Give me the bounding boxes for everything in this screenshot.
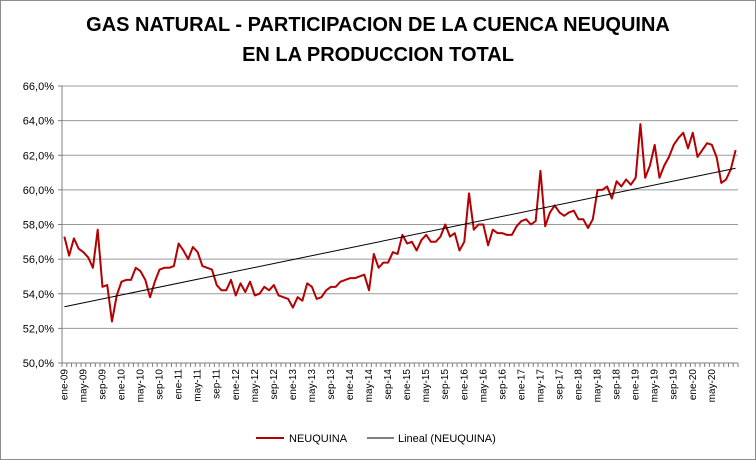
y-tick-label: 58,0% [23, 220, 54, 232]
x-tick-label: may-12 [250, 369, 261, 403]
x-tick-label: may-13 [307, 369, 318, 403]
x-tick-label: ene-13 [288, 369, 299, 401]
x-tick-label: sep-17 [554, 369, 565, 400]
x-tick-label: may-19 [650, 369, 661, 403]
x-tick-label: ene-11 [174, 369, 185, 400]
x-tick-label: sep-12 [269, 369, 280, 400]
x-tick-label: ene-18 [574, 369, 585, 401]
x-tick-label: may-17 [535, 369, 546, 403]
x-tick-label: sep-16 [497, 369, 508, 400]
x-tick-label: sep-09 [97, 369, 108, 400]
x-axis-tick-labels: ene-09 may-09 sep-09 ene-10 may-10 sep-10 ene-… [59, 369, 717, 403]
x-tick-label: may-10 [136, 369, 147, 403]
x-tick-label: ene-20 [688, 369, 699, 401]
x-tick-label: sep-11 [212, 369, 223, 399]
x-tick-label: sep-10 [155, 369, 166, 400]
series-line-neuquina [63, 123, 737, 323]
x-tick-label: may-15 [421, 369, 432, 403]
y-tick-label: 62,0% [23, 150, 54, 162]
x-tick-label: ene-14 [345, 369, 356, 401]
legend-label-trend: Lineal (NEUQUINA) [398, 433, 496, 445]
y-tick-label: 52,0% [23, 323, 54, 335]
legend-label-neuquina: NEUQUINA [289, 433, 348, 445]
x-tick-label: may-09 [78, 369, 89, 403]
chart-title-line-1: GAS NATURAL - PARTICIPACION DE LA CUENCA… [86, 14, 670, 36]
x-tick-label: may-16 [478, 369, 489, 403]
axes [61, 86, 739, 367]
x-tick-label: may-11 [193, 369, 204, 402]
y-tick-label: 54,0% [23, 289, 54, 301]
trendline-lineal [64, 167, 736, 308]
x-tick-label: ene-16 [459, 369, 470, 401]
x-tick-label: may-18 [593, 369, 604, 403]
x-tick-label: may-14 [364, 369, 375, 403]
x-tick-label: ene-12 [231, 369, 242, 401]
x-tick-label: ene-19 [631, 369, 642, 401]
legend: NEUQUINA Lineal (NEUQUINA) [256, 433, 496, 445]
x-tick-label: sep-15 [440, 369, 451, 400]
x-tick-label: sep-14 [383, 369, 394, 400]
chart-title-line-2: EN LA PRODUCCION TOTAL [242, 44, 514, 66]
x-tick-label: sep-19 [669, 369, 680, 400]
x-tick-label: ene-10 [117, 369, 128, 401]
y-tick-label: 64,0% [23, 116, 54, 128]
x-tick-label: ene-09 [59, 369, 70, 401]
x-tick-label: sep-13 [326, 369, 337, 400]
x-tick-label: sep-18 [612, 369, 623, 400]
y-tick-label: 66,0% [23, 81, 54, 93]
gridlines [58, 85, 738, 364]
y-axis-tick-labels: 50,0% 52,0% 54,0% 56,0% 58,0% 60,0% 62,0% 64,0%… [23, 81, 54, 370]
chart-title: GAS NATURAL - PARTICIPACION DE LA CUENCA… [0, 10, 756, 70]
x-tick-label: ene-15 [402, 369, 413, 401]
series-layer [63, 123, 737, 323]
y-tick-label: 50,0% [23, 358, 54, 370]
y-tick-label: 60,0% [23, 185, 54, 197]
x-tick-label: may-20 [707, 369, 718, 403]
x-tick-label: ene-17 [516, 369, 527, 401]
y-tick-label: 56,0% [23, 254, 54, 266]
